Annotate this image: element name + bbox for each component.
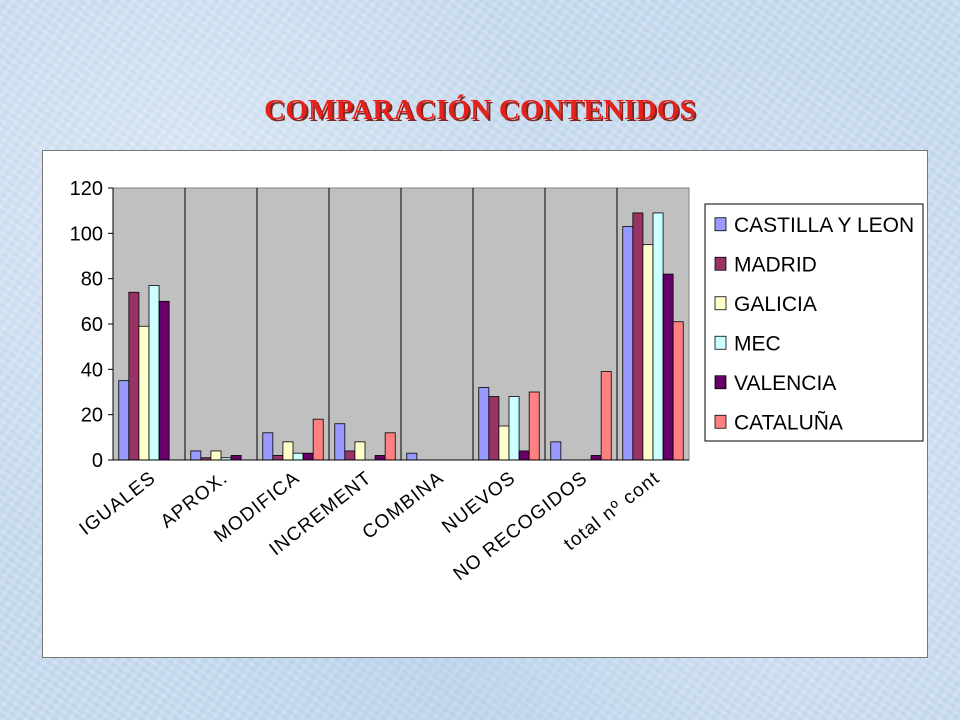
legend-label: VALENCIA xyxy=(734,372,836,395)
bar xyxy=(498,425,510,461)
bar xyxy=(528,391,540,461)
bar xyxy=(344,450,356,461)
bar xyxy=(600,371,612,461)
bar xyxy=(406,452,418,461)
legend: CASTILLA Y LEON MADRID GALICIA MEC VALENCIA C… xyxy=(704,203,924,442)
bar xyxy=(662,273,674,461)
bar-chart: 0 20 40 60 80 100 120 IGUALESAPROX.MODIFICAINC… xyxy=(70,178,924,585)
y-tick-label: 20 xyxy=(81,405,103,427)
bar xyxy=(652,212,664,461)
y-tick-label: 100 xyxy=(70,223,103,245)
legend-label: CATALUÑA xyxy=(734,410,843,434)
bar xyxy=(282,441,294,461)
bar xyxy=(622,226,634,461)
legend-box xyxy=(704,203,924,442)
y-tick-label: 0 xyxy=(92,450,103,472)
chart-frame: 0 20 40 60 80 100 120 IGUALES APROX. MODIFICA INC… xyxy=(42,150,928,658)
bar xyxy=(384,432,396,461)
y-tick-label: 80 xyxy=(81,269,103,291)
y-tick-label: 40 xyxy=(81,359,103,381)
bar xyxy=(302,452,314,461)
bar xyxy=(632,212,644,461)
y-axis-ticks: 0 20 40 60 80 100 120 xyxy=(70,178,113,472)
bar xyxy=(190,450,202,461)
bar xyxy=(292,452,304,461)
legend-label: MADRID xyxy=(734,253,817,276)
x-category-label: IGUALES xyxy=(76,467,160,539)
legend-label: GALICIA xyxy=(734,293,817,316)
bar xyxy=(550,441,562,461)
slide-title: COMPARACIÓN CONTENIDOS xyxy=(264,94,696,126)
bar xyxy=(590,455,602,461)
bar xyxy=(334,423,346,461)
bar xyxy=(118,380,130,461)
legend-label: MEC xyxy=(734,332,781,355)
bar xyxy=(374,455,386,461)
bar xyxy=(128,291,140,461)
bar xyxy=(312,418,324,461)
x-category-label: NO RECOGIDOS xyxy=(450,467,592,585)
bar xyxy=(488,396,500,461)
legend-label: CASTILLA Y LEON xyxy=(734,214,914,237)
y-tick-label: 120 xyxy=(70,178,103,200)
bar xyxy=(478,387,490,461)
bar xyxy=(158,300,170,461)
legend-swatch xyxy=(714,256,727,271)
legend-swatch xyxy=(714,335,727,350)
bar xyxy=(262,432,274,461)
bars xyxy=(118,212,684,461)
legend-swatch xyxy=(714,217,727,232)
bar xyxy=(230,455,242,461)
bar xyxy=(148,285,160,461)
bar xyxy=(518,450,530,461)
legend-swatch xyxy=(714,414,727,429)
y-tick-label: 60 xyxy=(81,314,103,336)
bar xyxy=(210,450,222,461)
x-axis-categories: IGUALESAPROX.MODIFICAINCREMENTCOMBINANUE… xyxy=(76,467,664,585)
bar xyxy=(138,325,150,461)
bar xyxy=(672,321,684,461)
bar xyxy=(508,396,520,461)
bar xyxy=(354,441,366,461)
category-gridlines xyxy=(184,188,618,460)
legend-swatch xyxy=(714,375,727,390)
bar xyxy=(642,244,654,461)
bar xyxy=(272,455,284,461)
legend-swatch xyxy=(714,296,727,311)
